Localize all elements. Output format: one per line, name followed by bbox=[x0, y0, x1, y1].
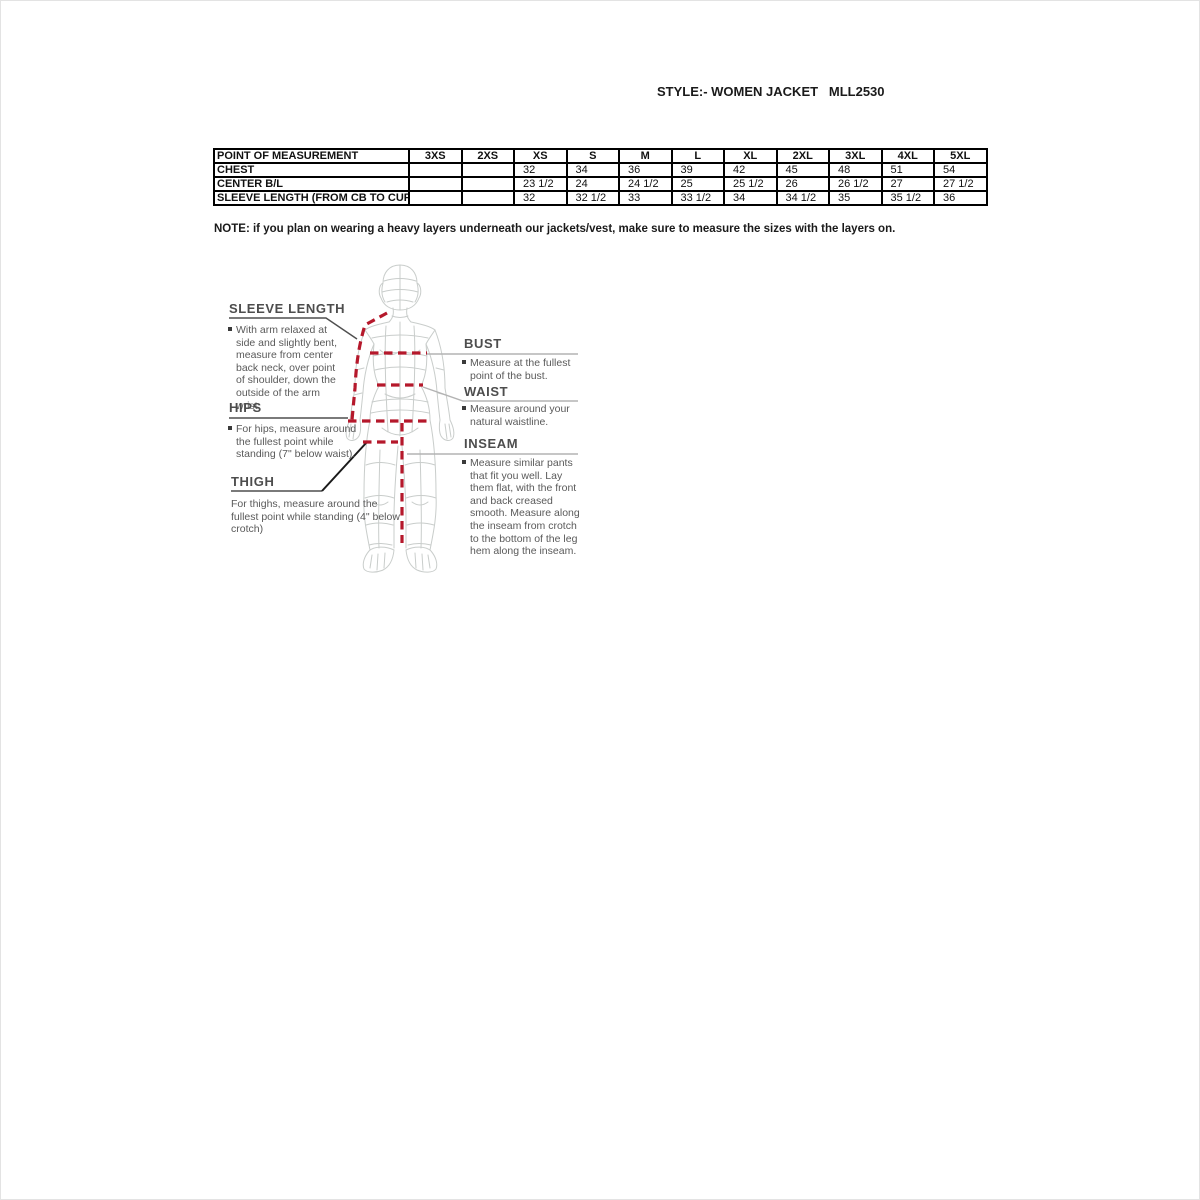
bust-heading: BUST bbox=[464, 336, 502, 351]
thigh-pointer-line bbox=[321, 441, 368, 492]
table-cell: 25 bbox=[670, 176, 725, 192]
table-cell bbox=[460, 190, 515, 206]
hips-heading: HIPS bbox=[229, 400, 262, 415]
column-header-point-of-measurement: POINT OF MEASUREMENT bbox=[213, 148, 410, 164]
table-cell: 33 1/2 bbox=[670, 190, 725, 206]
bullet-icon bbox=[462, 360, 466, 364]
sleeve-measure-line bbox=[350, 311, 388, 421]
table-cell bbox=[460, 176, 515, 192]
row-label-center-bl: CENTER B/L bbox=[213, 176, 410, 192]
row-label-chest: CHEST bbox=[213, 162, 410, 178]
measurement-guide-diagram: SLEEVE LENGTH With arm relaxed at side a… bbox=[222, 250, 602, 590]
table-cell: 26 bbox=[775, 176, 830, 192]
table-cell: 34 bbox=[723, 190, 778, 206]
thigh-description: For thighs, measure around the fullest p… bbox=[231, 498, 401, 536]
table-row-sleeve-length: SLEEVE LENGTH (FROM CB TO CUFF) 32 32 1/… bbox=[213, 190, 988, 206]
table-cell: 24 bbox=[565, 176, 620, 192]
bullet-icon bbox=[228, 426, 232, 430]
column-header-s: S bbox=[565, 148, 620, 164]
bullet-icon bbox=[228, 327, 232, 331]
row-label-sleeve-length: SLEEVE LENGTH (FROM CB TO CUFF) bbox=[213, 190, 410, 206]
table-row-chest: CHEST 32 34 36 39 42 45 48 51 54 bbox=[213, 162, 988, 178]
waist-heading: WAIST bbox=[464, 384, 509, 399]
table-cell: 34 bbox=[565, 162, 620, 178]
table-cell bbox=[408, 162, 463, 178]
thigh-description-text: For thighs, measure around the fullest p… bbox=[231, 498, 400, 536]
waist-description: Measure around your natural waistline. bbox=[462, 403, 586, 428]
sleeve-length-description-text: With arm relaxed at side and slightly be… bbox=[236, 324, 337, 412]
table-cell: 36 bbox=[933, 190, 988, 206]
table-cell: 23 1/2 bbox=[513, 176, 568, 192]
table-cell: 36 bbox=[618, 162, 673, 178]
table-cell bbox=[408, 190, 463, 206]
leader-lines-left bbox=[229, 317, 358, 492]
document-title: STYLE:- WOMEN JACKET MLL2530 bbox=[657, 84, 885, 99]
table-cell: 26 1/2 bbox=[828, 176, 883, 192]
bullet-icon bbox=[462, 406, 466, 410]
leader-lines-right bbox=[407, 353, 578, 455]
hips-description: For hips, measure around the fullest poi… bbox=[228, 423, 364, 461]
table-cell: 42 bbox=[723, 162, 778, 178]
column-header-l: L bbox=[670, 148, 725, 164]
column-header-xs: XS bbox=[513, 148, 568, 164]
column-header-2xs: 2XS bbox=[460, 148, 515, 164]
table-cell bbox=[408, 176, 463, 192]
inseam-description: Measure similar pants that fit you well.… bbox=[462, 457, 588, 558]
table-cell: 45 bbox=[775, 162, 830, 178]
measurement-dashed-lines bbox=[348, 311, 430, 543]
note-text: NOTE: if you plan on wearing a heavy lay… bbox=[214, 223, 896, 235]
table-cell: 24 1/2 bbox=[618, 176, 673, 192]
bust-description: Measure at the fullest point of the bust… bbox=[462, 357, 586, 382]
table-cell: 34 1/2 bbox=[775, 190, 830, 206]
column-header-4xl: 4XL bbox=[880, 148, 935, 164]
table-cell: 33 bbox=[618, 190, 673, 206]
body-figure-illustration bbox=[229, 264, 578, 573]
table-cell: 35 1/2 bbox=[880, 190, 935, 206]
column-header-xl: XL bbox=[723, 148, 778, 164]
waist-description-text: Measure around your natural waistline. bbox=[470, 403, 570, 428]
table-cell: 51 bbox=[880, 162, 935, 178]
size-table: POINT OF MEASUREMENT 3XS 2XS XS S M L XL… bbox=[213, 148, 988, 206]
table-cell: 35 bbox=[828, 190, 883, 206]
bust-description-text: Measure at the fullest point of the bust… bbox=[470, 357, 571, 382]
sleeve-length-description: With arm relaxed at side and slightly be… bbox=[228, 324, 346, 412]
table-cell: 25 1/2 bbox=[723, 176, 778, 192]
column-header-3xl: 3XL bbox=[828, 148, 883, 164]
table-cell: 27 bbox=[880, 176, 935, 192]
table-cell bbox=[460, 162, 515, 178]
bullet-icon bbox=[462, 460, 466, 464]
table-cell: 32 1/2 bbox=[565, 190, 620, 206]
table-header-row: POINT OF MEASUREMENT 3XS 2XS XS S M L XL… bbox=[213, 148, 988, 164]
table-cell: 32 bbox=[513, 162, 568, 178]
sleeve-length-heading: SLEEVE LENGTH bbox=[229, 301, 346, 316]
table-row-center-bl: CENTER B/L 23 1/2 24 24 1/2 25 25 1/2 26… bbox=[213, 176, 988, 192]
column-header-5xl: 5XL bbox=[933, 148, 988, 164]
table-cell: 54 bbox=[933, 162, 988, 178]
inseam-heading: INSEAM bbox=[464, 436, 519, 451]
thigh-heading: THIGH bbox=[231, 474, 275, 489]
column-header-m: M bbox=[618, 148, 673, 164]
column-header-3xs: 3XS bbox=[408, 148, 463, 164]
column-header-2xl: 2XL bbox=[775, 148, 830, 164]
table-cell: 27 1/2 bbox=[933, 176, 988, 192]
hips-description-text: For hips, measure around the fullest poi… bbox=[236, 423, 357, 461]
inseam-description-text: Measure similar pants that fit you well.… bbox=[470, 457, 580, 558]
table-cell: 48 bbox=[828, 162, 883, 178]
table-cell: 39 bbox=[670, 162, 725, 178]
table-cell: 32 bbox=[513, 190, 568, 206]
